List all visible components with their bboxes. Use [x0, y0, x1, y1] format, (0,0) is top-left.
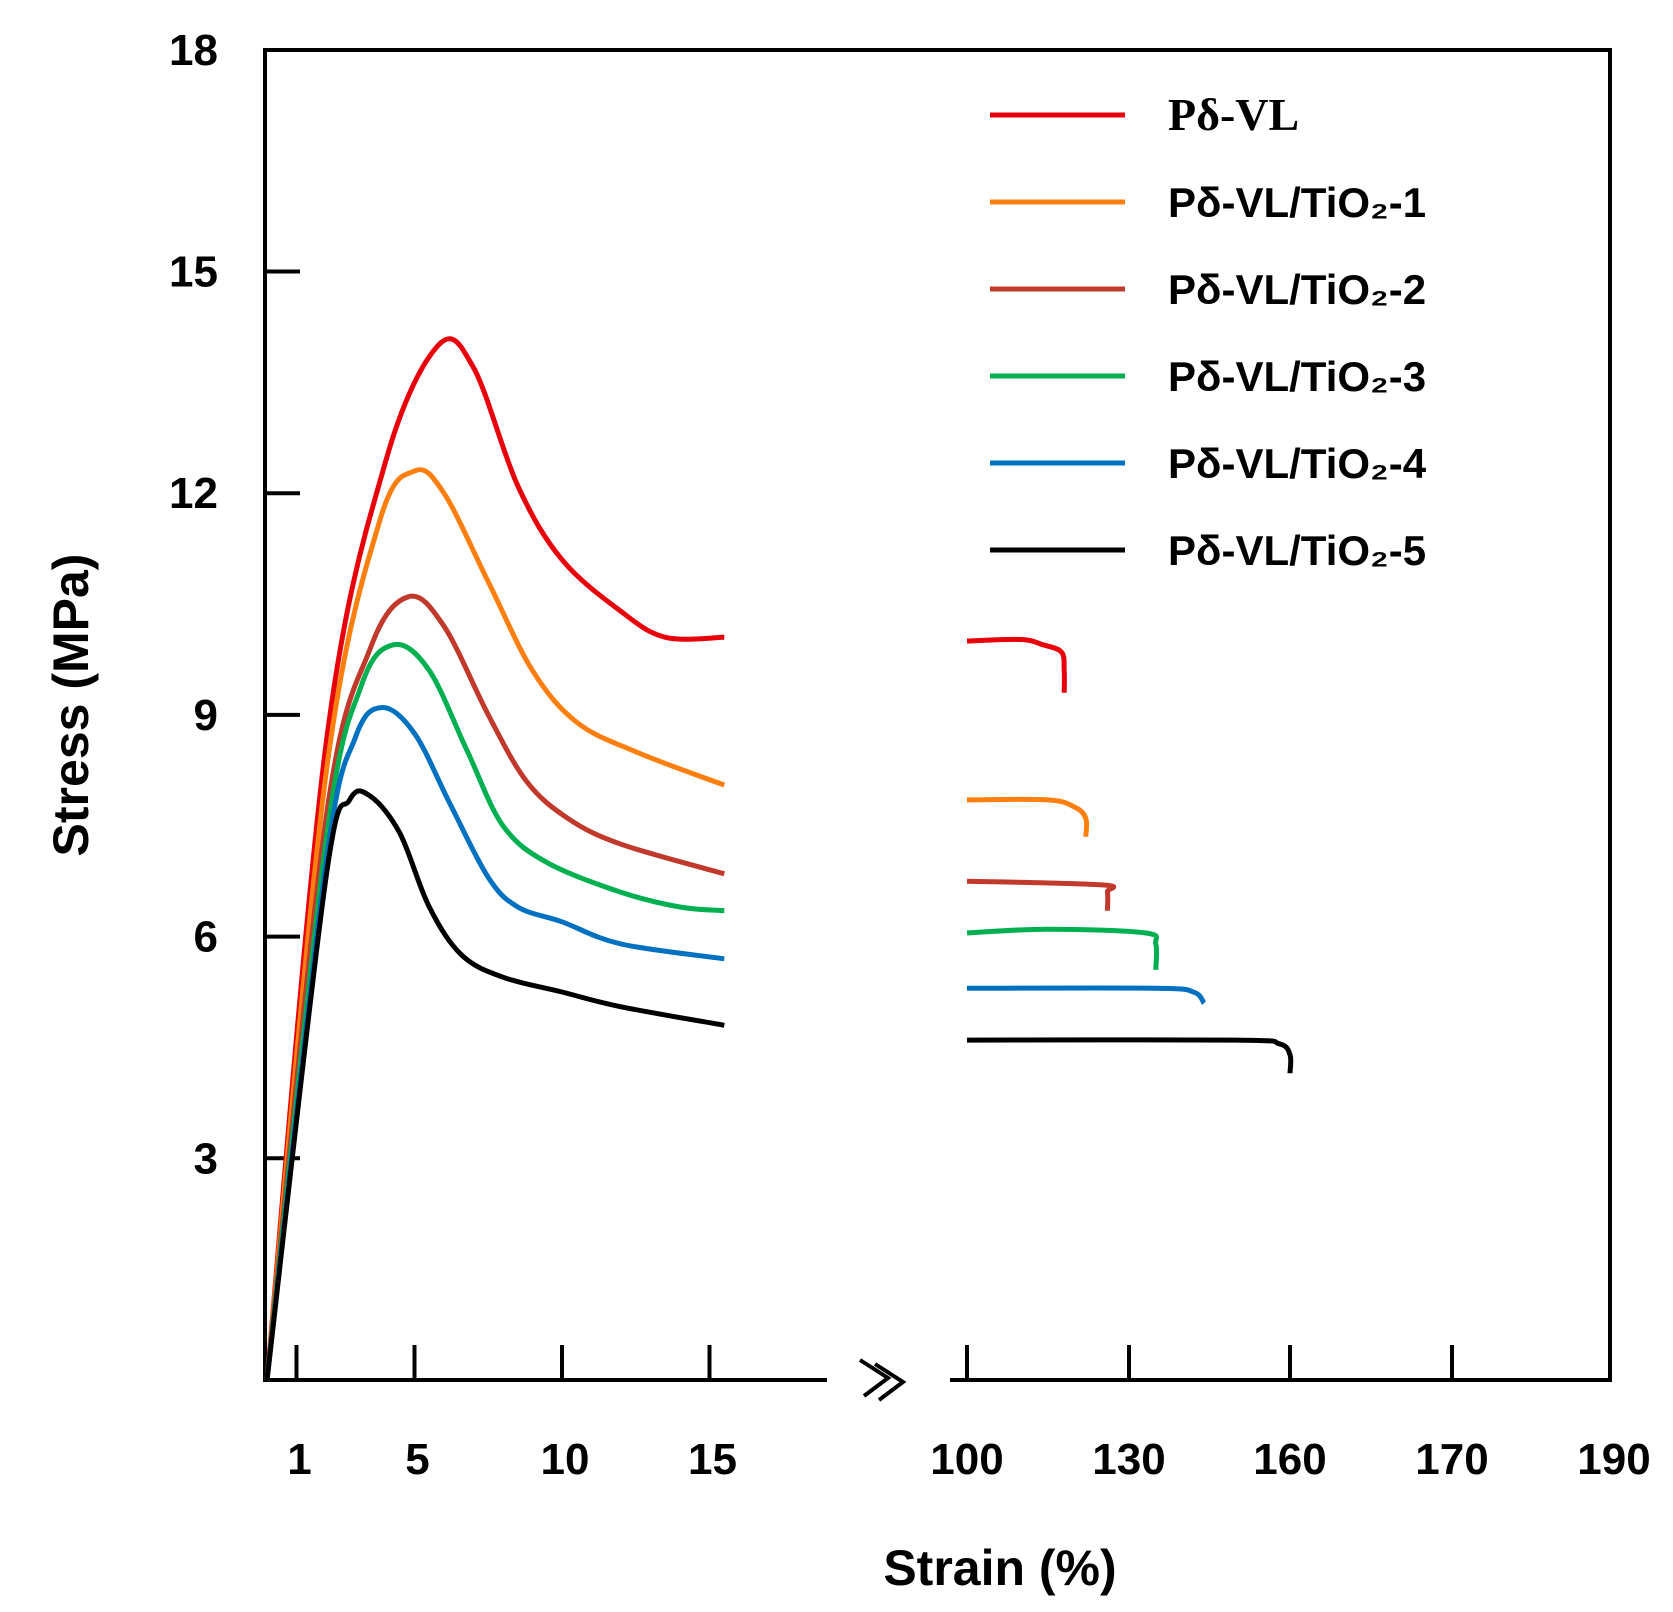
legend-label-4: Pδ-VL/TiO₂-3: [1168, 353, 1426, 400]
legend-label-5: Pδ-VL/TiO₂-4: [1168, 440, 1427, 487]
series-line-2-left: [264, 467, 726, 1381]
y-axis-ticks: 3 6 9 12 15 18: [169, 26, 300, 1183]
x-tick-label: 10: [541, 1435, 590, 1484]
y-tick-label: 3: [194, 1134, 218, 1183]
y-axis-title: Stress (MPa): [43, 554, 99, 857]
series-line-6-left: [264, 788, 725, 1381]
x-tick-label: 130: [1092, 1435, 1165, 1484]
data-series: [264, 336, 1294, 1381]
x-axis-ticks: 1 5 10 15 100 130 160 170 190: [287, 1345, 1651, 1484]
legend-label-3: Pδ-VL/TiO₂-2: [1168, 266, 1426, 313]
x-tick-label: 100: [930, 1435, 1003, 1484]
x-tick-label: 170: [1415, 1435, 1488, 1484]
series-line-2-right: [966, 796, 1090, 837]
series-line-4-left: [264, 641, 725, 1381]
series-line-1-left: [264, 336, 725, 1381]
x-axis-title: Strain (%): [883, 1540, 1116, 1596]
legend: Pδ-VL Pδ-VL/TiO₂-1 Pδ-VL/TiO₂-2 Pδ-VL/TiO₂-…: [990, 89, 1427, 574]
y-tick-label: 6: [194, 913, 218, 962]
legend-label-6: Pδ-VL/TiO₂-5: [1168, 527, 1426, 574]
x-tick-label: 15: [688, 1435, 737, 1484]
y-tick-label: 15: [169, 248, 218, 297]
x-tick-label: 5: [405, 1435, 429, 1484]
y-tick-label: 18: [169, 26, 218, 75]
y-tick-label: 9: [194, 691, 218, 740]
legend-label-2: Pδ-VL/TiO₂-1: [1168, 179, 1426, 226]
series-line-3-right: [966, 878, 1117, 911]
axis-break-symbol: [858, 1358, 907, 1402]
series-line-5-right: [966, 985, 1207, 1005]
series-line-6-right: [966, 1037, 1294, 1074]
x-tick-label: 1: [287, 1435, 311, 1484]
x-tick-label: 160: [1253, 1435, 1326, 1484]
series-line-3-left: [264, 593, 725, 1381]
x-tick-label: 190: [1577, 1435, 1650, 1484]
legend-label-1: Pδ-VL: [1168, 89, 1299, 140]
y-tick-label: 12: [169, 469, 218, 518]
plot-frame: [263, 48, 1612, 1382]
series-line-1-right: [966, 636, 1067, 693]
series-line-4-right: [966, 926, 1160, 970]
